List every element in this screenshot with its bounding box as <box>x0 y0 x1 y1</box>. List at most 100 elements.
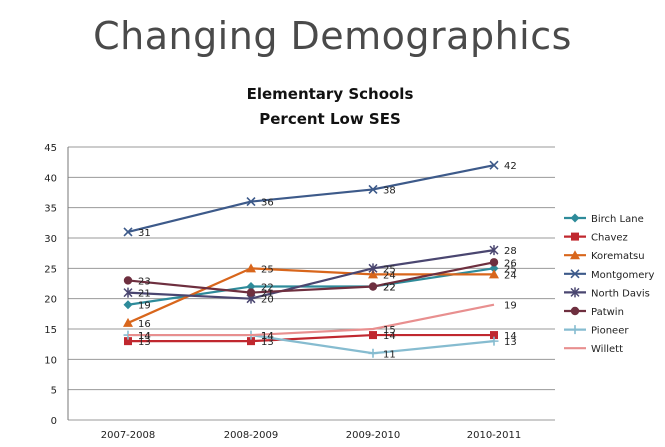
data-point <box>247 337 255 346</box>
data-label: 25 <box>383 264 396 275</box>
series-line <box>128 333 494 343</box>
data-point <box>123 300 133 310</box>
data-label: 16 <box>138 319 151 330</box>
y-tick-label: 25 <box>44 264 57 275</box>
data-label: 13 <box>138 337 151 348</box>
data-label: 21 <box>138 289 151 300</box>
data-point <box>246 282 256 292</box>
legend-item-north-davis: North Davis <box>564 287 650 299</box>
data-label: 13 <box>261 337 274 348</box>
data-label: 14 <box>138 331 151 342</box>
data-label: 36 <box>261 198 274 209</box>
data-label: 14 <box>138 331 151 342</box>
data-point <box>489 336 499 346</box>
data-point <box>489 263 499 273</box>
data-point <box>489 245 499 256</box>
legend-label: Korematsu <box>591 251 645 262</box>
legend-label: Montgomery <box>591 270 654 281</box>
series-line <box>127 164 495 234</box>
data-point <box>368 348 378 358</box>
data-label: 22 <box>383 283 396 294</box>
series-north-davis: 21 20 25 28 <box>123 245 517 306</box>
chart-subtitle: Percent Low SES <box>259 110 401 128</box>
legend-item-birch-lane: Birch Lane <box>564 213 644 225</box>
series-line <box>128 303 495 337</box>
legend-marker <box>570 213 580 223</box>
data-label: 20 <box>261 295 274 306</box>
legend-item-korematsu: Korematsu <box>564 250 645 262</box>
data-label: 23 <box>138 276 151 287</box>
data-label: 22 <box>383 283 396 294</box>
gridlines <box>68 146 555 421</box>
data-label: 31 <box>138 228 151 239</box>
data-point <box>368 269 378 279</box>
data-label: 15 <box>383 325 396 336</box>
legend: Birch Lane Chavez Korematsu Montgomery North… <box>564 213 654 355</box>
legend-label: North Davis <box>591 288 650 299</box>
legend-marker <box>571 232 579 241</box>
legend-marker <box>570 306 580 316</box>
data-label: 26 <box>504 258 517 269</box>
x-tick-label: 2007-2008 <box>101 430 156 441</box>
y-tick-label: 40 <box>44 173 57 184</box>
data-label: 25 <box>261 264 274 275</box>
series-line <box>127 249 495 300</box>
y-tick-label: 15 <box>44 325 57 336</box>
data-point <box>246 288 256 297</box>
data-point <box>246 263 256 273</box>
y-tick-label: 45 <box>44 143 57 154</box>
data-point <box>368 282 378 291</box>
series-patwin: 23 21 22 26 <box>123 258 517 300</box>
data-label: 25 <box>504 264 517 275</box>
data-point <box>490 331 498 340</box>
data-point <box>368 263 378 274</box>
series-line <box>127 261 495 294</box>
legend-item-montgomery: Montgomery <box>564 269 654 281</box>
data-label: 14 <box>383 331 396 342</box>
legend-label: Willett <box>591 344 623 355</box>
y-tick-label: 20 <box>44 295 57 306</box>
axes: 0 5 10 15 20 25 30 35 40 45 2007-2008 2008-2009 2009… <box>44 143 521 441</box>
legend-item-chavez: Chavez <box>564 232 628 244</box>
data-point <box>368 184 378 195</box>
legend-item-patwin: Patwin <box>564 306 624 318</box>
data-label: 24 <box>383 270 396 281</box>
y-tick-label: 5 <box>51 386 57 397</box>
x-tick-label: 2010-2011 <box>467 430 522 441</box>
legend-marker <box>570 287 580 298</box>
data-label: 14 <box>261 331 274 342</box>
y-tick-label: 10 <box>44 355 57 366</box>
data-point <box>123 287 133 298</box>
data-label: 14 <box>261 331 274 342</box>
legend-label: Patwin <box>591 307 624 318</box>
legend-label: Pioneer <box>591 326 629 337</box>
data-point <box>489 160 499 170</box>
data-label: 19 <box>138 301 151 312</box>
legend-marker <box>570 250 580 260</box>
legend-marker <box>570 325 580 335</box>
data-point <box>489 269 499 279</box>
y-tick-label: 35 <box>44 204 57 215</box>
data-point <box>123 276 133 285</box>
data-label: 19 <box>504 301 517 312</box>
slide-title: Changing Demographics <box>93 14 572 58</box>
legend-item-willett: Willett <box>564 344 623 355</box>
legend-item-pioneer: Pioneer <box>564 325 629 337</box>
data-label: 28 <box>504 246 517 257</box>
data-label: 14 <box>504 331 517 342</box>
data-label: 22 <box>261 283 274 294</box>
y-tick-label: 30 <box>44 234 57 245</box>
data-point <box>124 337 132 346</box>
data-label: 42 <box>504 161 517 172</box>
legend-label: Birch Lane <box>591 214 644 225</box>
data-label: 24 <box>504 270 517 281</box>
legend-marker <box>570 269 580 279</box>
data-point <box>123 317 133 327</box>
data-point <box>123 227 133 237</box>
chart-title: Elementary Schools <box>247 85 414 103</box>
data-label: 38 <box>383 185 396 196</box>
